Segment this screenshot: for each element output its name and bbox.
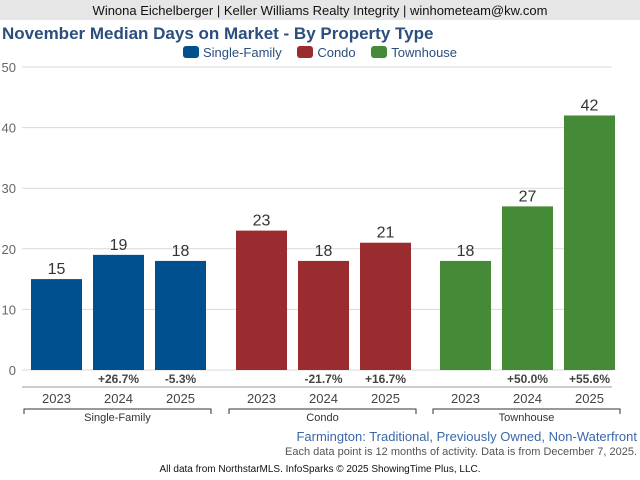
group-label: Condo bbox=[306, 412, 338, 424]
group-label: Single-Family bbox=[84, 412, 151, 424]
footer-credit: All data from NorthstarMLS. InfoSparks ©… bbox=[159, 464, 481, 475]
legend-label: Townhouse bbox=[391, 45, 458, 60]
legend-label: Single-Family bbox=[202, 45, 282, 60]
legend-label: Condo bbox=[317, 45, 356, 60]
y-tick-label: 0 bbox=[9, 363, 16, 378]
x-tick-label: 2025 bbox=[166, 391, 195, 406]
bar bbox=[564, 115, 615, 370]
change-label: +55.6% bbox=[569, 372, 610, 386]
bar-value-label: 18 bbox=[172, 243, 190, 260]
change-label: +26.7% bbox=[98, 372, 139, 386]
y-tick-label: 40 bbox=[2, 121, 16, 136]
legend-item-condo: Condo bbox=[297, 45, 356, 60]
y-tick-label: 50 bbox=[2, 60, 16, 75]
group-label: Townhouse bbox=[499, 412, 555, 424]
market-subtitle: Farmington: Traditional, Previously Owne… bbox=[296, 429, 637, 444]
x-tick-label: 2023 bbox=[451, 391, 480, 406]
x-tick-label: 2024 bbox=[309, 391, 338, 406]
agent-header: Winona Eichelberger | Keller Williams Re… bbox=[0, 0, 640, 20]
change-label: +50.0% bbox=[507, 372, 548, 386]
x-tick-label: 2025 bbox=[575, 391, 604, 406]
data-note: Each data point is 12 months of activity… bbox=[285, 446, 637, 458]
bar-value-label: 15 bbox=[48, 261, 66, 278]
bar bbox=[31, 279, 82, 370]
bar bbox=[155, 260, 206, 370]
bar-value-label: 23 bbox=[253, 213, 271, 230]
group-bracket bbox=[228, 408, 417, 414]
change-label: +16.7% bbox=[365, 372, 406, 386]
legend-item-single-family: Single-Family bbox=[182, 45, 282, 60]
bar-value-label: 21 bbox=[377, 225, 395, 242]
bar-value-label: 42 bbox=[581, 97, 599, 114]
chart-title: November Median Days on Market - By Prop… bbox=[2, 24, 434, 43]
legend-item-townhouse: Townhouse bbox=[371, 45, 457, 60]
legend: Single-Family Condo Townhouse bbox=[0, 45, 640, 60]
bar bbox=[502, 206, 553, 370]
x-tick-label: 2023 bbox=[42, 391, 71, 406]
group-bracket bbox=[432, 408, 621, 414]
bar bbox=[298, 260, 349, 370]
bar-value-label: 19 bbox=[110, 237, 128, 254]
y-tick-label: 20 bbox=[2, 242, 16, 257]
bar-value-label: 18 bbox=[315, 243, 333, 260]
bar bbox=[93, 254, 144, 370]
x-tick-label: 2025 bbox=[371, 391, 400, 406]
change-label: -21.7% bbox=[304, 372, 342, 386]
group-bracket bbox=[23, 408, 212, 414]
bar bbox=[236, 230, 287, 370]
x-tick-label: 2024 bbox=[513, 391, 542, 406]
legend-swatch bbox=[371, 46, 388, 58]
change-label: -5.3% bbox=[165, 372, 197, 386]
y-tick-label: 10 bbox=[2, 302, 16, 317]
x-tick-label: 2023 bbox=[247, 391, 276, 406]
bar-value-label: 27 bbox=[519, 188, 537, 205]
bar bbox=[440, 260, 491, 370]
legend-swatch bbox=[182, 46, 199, 58]
y-tick-label: 30 bbox=[2, 181, 16, 196]
x-tick-label: 2024 bbox=[104, 391, 133, 406]
legend-swatch bbox=[297, 46, 314, 58]
bar-value-label: 18 bbox=[457, 243, 475, 260]
bar bbox=[360, 242, 411, 370]
